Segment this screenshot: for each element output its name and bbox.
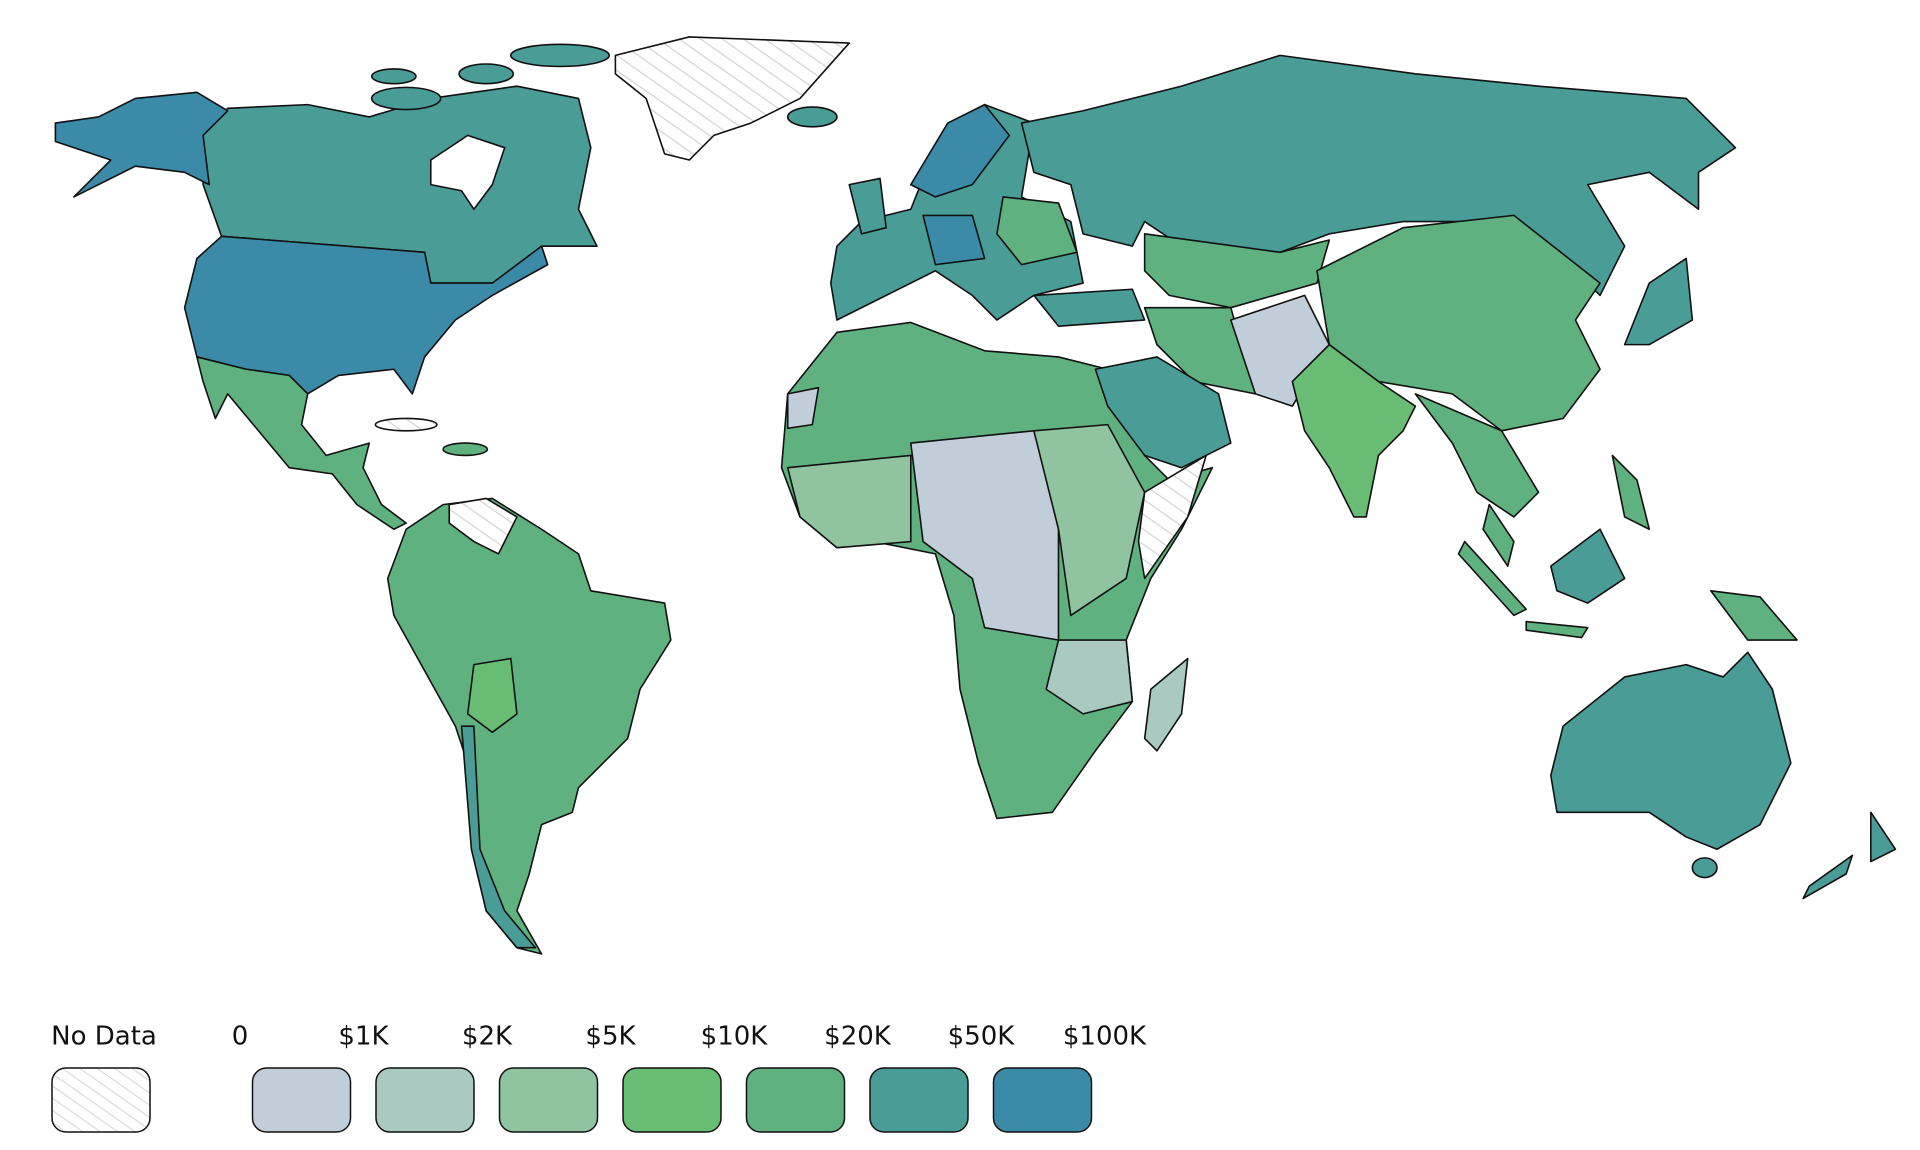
legend-swatch (622, 1067, 722, 1133)
country-region (196, 356, 407, 531)
country-region (370, 86, 442, 111)
legend-no-data-label: No Data (51, 1022, 157, 1052)
country-region (1457, 540, 1527, 617)
no-data-region (374, 417, 438, 432)
country-region (1611, 454, 1651, 531)
legend-tick-label: $5K (585, 1022, 636, 1052)
country-region (1414, 393, 1540, 518)
country-region (442, 442, 489, 457)
country-region (1033, 423, 1146, 617)
country-region (386, 497, 672, 955)
legend-swatch (498, 1067, 599, 1133)
country-region (1143, 306, 1257, 395)
legend: No Data 0 $1K $2K $5K $10K $20K $50K $100K (51, 1022, 1147, 1133)
country-region (1550, 528, 1626, 604)
hudson-bay (429, 134, 506, 211)
country-region (1020, 54, 1737, 297)
country-region (786, 386, 820, 430)
country-region (1550, 651, 1792, 851)
legend-tick-label: $10K (701, 1022, 769, 1052)
legend-tick-label: $50K (948, 1022, 1016, 1052)
country-region (1691, 857, 1718, 879)
country-region (1802, 854, 1854, 900)
country-region (54, 91, 229, 198)
legend-no-data-swatch (51, 1067, 151, 1133)
country-region (1870, 811, 1897, 863)
country-region (786, 106, 838, 128)
country-region (909, 103, 1011, 198)
country-region (922, 214, 986, 266)
country-region (1623, 257, 1694, 346)
country-region (458, 63, 515, 85)
legend-tick-label: $2K (462, 1022, 513, 1052)
no-data-region (1137, 454, 1207, 580)
country-region (509, 43, 611, 68)
country-region (1033, 288, 1146, 327)
legend-swatch (745, 1067, 846, 1133)
country-region (1045, 639, 1134, 715)
no-data-region (614, 36, 851, 161)
legend-tick-label: $20K (824, 1022, 892, 1052)
country-region (996, 196, 1078, 266)
legend-swatch (375, 1067, 475, 1133)
country-region (786, 454, 912, 549)
legend-tick-label: $100K (1063, 1022, 1147, 1052)
legend-swatch (869, 1067, 969, 1133)
legend-swatch (251, 1067, 352, 1133)
country-region (466, 657, 518, 734)
country-region (1482, 503, 1515, 567)
country-region (909, 429, 1060, 641)
country-region (460, 725, 537, 949)
legend-swatch (992, 1067, 1093, 1133)
country-region (848, 177, 887, 235)
country-region (1525, 620, 1589, 639)
legend-tick-label: 0 (232, 1022, 249, 1052)
country-region (1710, 589, 1798, 641)
no-data-region (448, 497, 518, 555)
country-region (1094, 356, 1232, 469)
legend-tick-label: $1K (338, 1022, 389, 1052)
country-region (1291, 343, 1417, 518)
country-region (370, 68, 417, 85)
country-region (1143, 233, 1331, 309)
world-map (54, 36, 1897, 955)
country-region (1143, 657, 1189, 752)
